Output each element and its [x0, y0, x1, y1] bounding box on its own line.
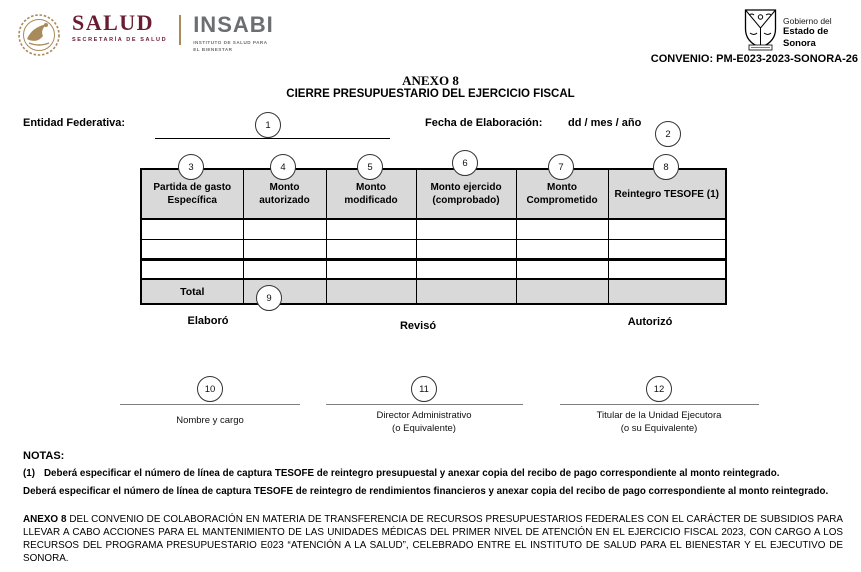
caption-line: (o su Equivalente) — [620, 422, 698, 434]
table-empty-cell — [607, 258, 727, 280]
annotation-circle-4: 4 — [270, 154, 296, 180]
total-value-cell — [607, 278, 727, 305]
insabi-subtitle-line1: INSTITUTO DE SALUD PARA — [193, 40, 268, 45]
table-empty-row — [140, 218, 727, 240]
signature-caption-reviso: Director Administrativo (o Equivalente) — [376, 410, 471, 435]
salud-seal-icon — [16, 13, 62, 62]
table-empty-cell — [242, 258, 327, 280]
table-empty-cell — [325, 218, 417, 240]
annotation-circle-5: 5 — [357, 154, 383, 180]
notas-heading: NOTAS: — [23, 450, 65, 462]
annotation-circle-8: 8 — [653, 154, 679, 180]
insabi-wordmark: INSABI — [193, 12, 274, 37]
annotation-circle-9: 9 — [256, 285, 282, 311]
budget-table: Partida de gasto Específica Monto autori… — [140, 168, 727, 305]
header-logos: SALUD SECRETARÍA DE SALUD INSABI INSTITU… — [16, 12, 274, 62]
table-empty-cell — [607, 218, 727, 240]
logo-divider — [179, 15, 182, 45]
page-title-anexo: ANEXO 8 — [402, 73, 459, 88]
caption-line: Nombre y cargo — [176, 415, 244, 426]
annotation-circle-2: 2 — [655, 121, 681, 147]
role-reviso: Revisó — [399, 320, 437, 332]
table-empty-cell — [242, 218, 327, 240]
signature-line-autorizo — [560, 404, 759, 405]
role-autorizo: Autorizó — [627, 316, 673, 328]
signature-caption-elaboro: Nombre y cargo — [176, 415, 244, 428]
total-label-cell: Total — [140, 278, 244, 305]
annotation-circle-6: 6 — [452, 150, 478, 176]
table-empty-cell — [140, 238, 244, 261]
note-1-text: Deberá especificar el número de línea de… — [43, 468, 780, 479]
convenio-number: CONVENIO: PM-E023-2023-SONORA-26 — [650, 53, 858, 65]
annotation-circle-3: 3 — [178, 154, 204, 180]
sonora-state-label: Estado de Sonora — [783, 26, 829, 49]
sonora-logo-block: Gobierno del Estado de Sonora — [744, 9, 861, 56]
signature-line-reviso — [326, 404, 523, 405]
total-value-cell — [515, 278, 609, 305]
footer-paragraph: ANEXO 8 DEL CONVENIO DE COLABORACIÓN EN … — [23, 513, 843, 565]
fecha-format-placeholder: dd / mes / año — [568, 117, 642, 129]
page-title-main: CIERRE PRESUPUESTARIO DEL EJERCICIO FISC… — [286, 88, 575, 100]
annotation-circle-10: 10 — [197, 376, 223, 402]
col-header-monto-ejercido: Monto ejercido (comprobado) — [415, 168, 517, 220]
entidad-federativa-label: Entidad Federativa: — [23, 117, 126, 129]
caption-line: Titular de la Unidad Ejecutora — [596, 410, 722, 421]
col-header-monto-autorizado: Monto autorizado — [242, 168, 327, 220]
total-value-cell — [325, 278, 417, 305]
role-elaboro: Elaboró — [187, 315, 229, 327]
footer-anexo-label: ANEXO 8 — [23, 514, 67, 525]
table-empty-row — [140, 258, 727, 280]
table-empty-cell — [515, 238, 609, 261]
annotation-circle-12: 12 — [646, 376, 672, 402]
signature-caption-autorizo: Titular de la Unidad Ejecutora (o su Equ… — [597, 410, 722, 435]
annotation-circle-11: 11 — [411, 376, 437, 402]
table-empty-cell — [415, 238, 517, 261]
annotation-circle-7: 7 — [548, 154, 574, 180]
annotation-circle-1: 1 — [255, 112, 281, 138]
table-empty-cell — [325, 258, 417, 280]
fecha-elaboracion-label: Fecha de Elaboración: — [425, 117, 543, 129]
sonora-government-label: Gobierno del — [783, 16, 832, 27]
table-empty-cell — [140, 218, 244, 240]
signature-line-elaboro — [120, 404, 300, 405]
table-empty-cell — [140, 258, 244, 280]
note-1: (1) Deberá especificar el número de línea… — [23, 468, 780, 479]
table-empty-row — [140, 238, 727, 261]
salud-subtitle: SECRETARÍA DE SALUD — [72, 37, 168, 43]
table-total-row: Total — [140, 278, 727, 305]
table-empty-cell — [415, 258, 517, 280]
total-value-cell — [415, 278, 517, 305]
col-header-reintegro-tesofe: Reintegro TESOFE (1) — [607, 168, 727, 220]
insabi-subtitle-line2: EL BIENESTAR — [193, 46, 233, 52]
note-2: Deberá especificar el número de línea de… — [23, 486, 829, 497]
table-header-row: Partida de gasto Específica Monto autori… — [140, 168, 727, 220]
note-1-label: (1) — [23, 468, 35, 479]
table-empty-cell — [515, 258, 609, 280]
col-header-partida: Partida de gasto Específica — [140, 168, 244, 220]
caption-line: (o Equivalente) — [392, 422, 456, 434]
table-empty-cell — [607, 238, 727, 261]
caption-line: Director Administrativo — [376, 410, 472, 421]
table-empty-cell — [415, 218, 517, 240]
salud-wordmark: SALUD — [72, 10, 155, 35]
sonora-crest-icon — [744, 9, 777, 56]
table-empty-cell — [242, 238, 327, 261]
entidad-federativa-field-line — [155, 138, 390, 139]
footer-paragraph-text: DEL CONVENIO DE COLABORACIÓN EN MATERIA … — [23, 514, 843, 564]
table-empty-cell — [325, 238, 417, 261]
table-empty-cell — [515, 218, 609, 240]
